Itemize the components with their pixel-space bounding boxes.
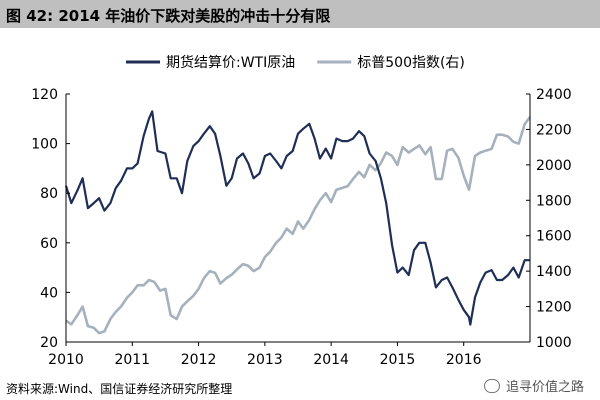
- y-right-tick-label: 1200: [536, 300, 572, 316]
- series-line-wti: [64, 110, 530, 326]
- x-tick-label: 2015: [380, 352, 416, 368]
- y-right-tick-label: 2000: [536, 158, 572, 174]
- y-left-tick-label: 100: [31, 137, 58, 153]
- x-tick-label: 2016: [446, 352, 482, 368]
- y-right-tick-label: 1800: [536, 193, 572, 209]
- figure-title: 图 42: 2014 年油价下跌对美股的冲击十分有限: [6, 7, 331, 25]
- series-layer: [64, 110, 532, 335]
- watermark: 追寻价值之路: [483, 376, 584, 395]
- y-left-tick-label: 120: [31, 87, 58, 103]
- x-tick-label: 2010: [48, 352, 84, 368]
- series-line-sp500: [65, 116, 532, 335]
- wechat-icon: [483, 378, 500, 393]
- y-right-tick-label: 1000: [536, 335, 572, 351]
- y-left-tick-label: 20: [40, 335, 58, 351]
- chart-legend: 期货结算价:WTI原油 标普500指数(右): [126, 54, 465, 71]
- x-tick-label: 2013: [247, 352, 283, 368]
- x-tick-label: 2011: [114, 352, 150, 368]
- y-left-tick-label: 80: [40, 186, 58, 202]
- y-right-tick-label: 1400: [536, 264, 572, 280]
- x-tick-label: 2014: [313, 352, 349, 368]
- legend-label-wti: 期货结算价:WTI原油: [166, 54, 295, 71]
- y-left-tick-label: 40: [40, 285, 58, 301]
- y-right-tick-label: 1600: [536, 229, 572, 245]
- watermark-text: 追寻价值之路: [505, 380, 584, 395]
- source-note: 资料来源:Wind、国信证券经济研究所整理: [6, 382, 233, 396]
- figure-title-bar: 图 42: 2014 年油价下跌对美股的冲击十分有限: [0, 0, 600, 28]
- y-right-tick-label: 2400: [536, 87, 572, 103]
- y-right-tick-label: 2200: [536, 122, 572, 138]
- legend-label-sp500: 标普500指数(右): [357, 55, 465, 71]
- y-left-tick-label: 60: [40, 236, 58, 252]
- line-chart: 期货结算价:WTI原油 标普500指数(右) 20 40 60 80 100 120 1000…: [31, 54, 571, 368]
- x-tick-label: 2012: [181, 352, 217, 368]
- axes-layer: 20 40 60 80 100 120 1000 1200 1400 1600 1800 2000 22…: [31, 87, 571, 368]
